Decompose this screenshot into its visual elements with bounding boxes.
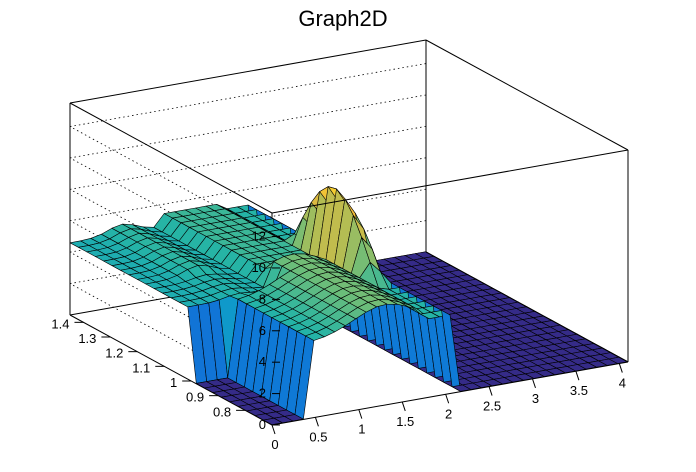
top-left-edge: [69, 102, 273, 214]
z-tick-label: 12: [252, 229, 266, 244]
y-tick-label: 0.9: [186, 390, 204, 405]
x-tick-label: 1.5: [396, 414, 414, 429]
z-tick-label: 10: [252, 260, 266, 275]
x-tick: [401, 401, 406, 412]
x-tick-label: 2.5: [483, 399, 501, 414]
z-tick-label: 8: [259, 291, 266, 306]
x-tick-label: 4: [619, 376, 626, 391]
z-tick-label: 0: [259, 417, 266, 432]
x-tick: [532, 378, 536, 389]
floor-right-edge: [425, 251, 629, 363]
y-tick-label: 1.3: [78, 331, 96, 346]
z-tick-label: 6: [259, 323, 266, 338]
x-tick-label: 3.5: [570, 383, 588, 398]
x-tick-label: 2: [445, 406, 452, 421]
floor-front-edge: [271, 361, 629, 426]
x-tick: [358, 409, 363, 419]
z-grid-back: [69, 63, 427, 127]
x-tick-label: 3: [532, 391, 539, 406]
top-back-edge: [69, 39, 427, 104]
x-tick-label: 0: [271, 437, 278, 452]
x-tick-label: 1: [358, 422, 365, 437]
x-tick: [445, 394, 450, 404]
y-tick-label: 1.4: [51, 316, 69, 331]
front-frame: [271, 39, 629, 426]
z-tick-label: 2: [259, 386, 266, 401]
axis-ticks: 0 2 4 6 8 10 12 0 0.5 1 1.5 2 2.5 3 3.5 4 0.8 0.9 1 1.1 1.2 1…: [51, 229, 626, 452]
back-frame: [69, 39, 427, 426]
x-tick: [488, 386, 493, 396]
x-tick: [575, 371, 580, 381]
top-front-edge: [271, 149, 629, 214]
x-tick-label: 0.5: [309, 429, 327, 444]
z-tick-label: 4: [259, 354, 266, 369]
z-grid-back: [69, 157, 427, 222]
y-tick-label: 1: [170, 375, 177, 390]
z-grid-back: [69, 94, 427, 159]
x-tick: [618, 363, 623, 373]
y-tick-label: 0.8: [213, 404, 231, 419]
y-tick-label: 1.2: [105, 346, 123, 361]
x-tick: [314, 417, 319, 427]
y-tick-label: 1.1: [132, 360, 150, 375]
chart-title: Graph2D: [298, 6, 387, 31]
x-tick: [271, 424, 276, 435]
surface-mesh: [69, 186, 629, 426]
z-grid-back: [69, 125, 427, 190]
top-right-edge: [425, 39, 629, 151]
